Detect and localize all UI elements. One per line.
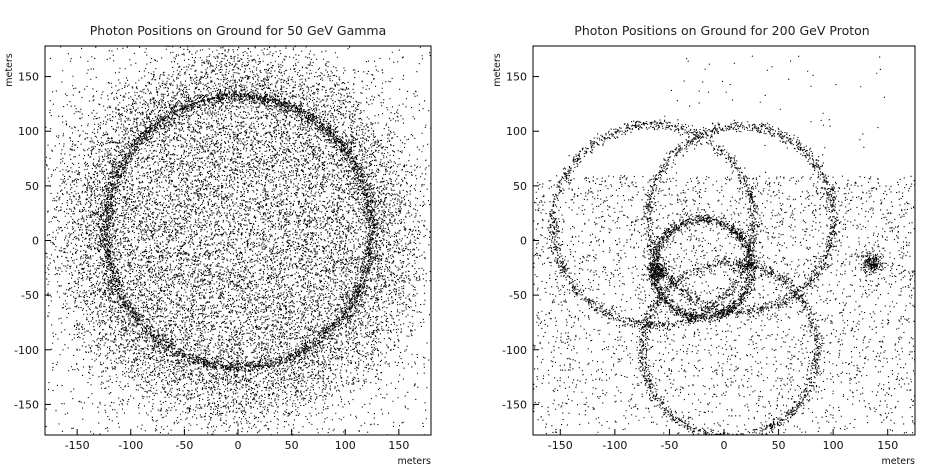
axis-ticks-proton: -150 -100 -50 0 50 100 150 -150 -100 -50 0 50 100 150: [502, 71, 898, 452]
y-tick-label: -100: [14, 344, 39, 357]
x-tick-label: 150: [877, 439, 898, 452]
plot-frame-proton: [532, 45, 916, 436]
x-tick-label: -100: [118, 439, 143, 452]
x-tick-label: 100: [335, 439, 356, 452]
x-tick-label: -50: [660, 439, 678, 452]
plot-area-proton: [533, 55, 915, 435]
scatter-points-proton: [533, 55, 915, 435]
x-tick-label: 100: [823, 439, 844, 452]
x-axis-label-gamma: meters: [397, 456, 431, 467]
y-tick-label: -150: [502, 398, 527, 411]
x-tick-label: -150: [548, 439, 573, 452]
x-tick-label: -100: [602, 439, 627, 452]
axis-ticks-gamma: -150 -100 -50 0 50 100 150 -150 -100 -50 0 50 100 150: [14, 71, 409, 452]
chart-title-proton: Photon Positions on Ground for 200 GeV P…: [574, 23, 869, 38]
x-tick-label: 0: [235, 439, 242, 452]
y-tick-label: -150: [14, 398, 39, 411]
y-tick-label: 100: [506, 125, 527, 138]
x-tick-label: -150: [65, 439, 90, 452]
x-tick-label: 0: [721, 439, 728, 452]
chart-title-gamma: Photon Positions on Ground for 50 GeV Ga…: [90, 23, 387, 38]
x-axis-label-proton: meters: [881, 456, 915, 467]
panel-proton: Photon Positions on Ground for 200 GeV P…: [492, 23, 916, 467]
scatter-points-path: [45, 46, 431, 435]
scatter-points-path: [533, 55, 915, 435]
y-tick-label: -50: [21, 289, 39, 302]
y-axis-label-proton: meters: [492, 53, 503, 87]
x-tick-label: 150: [388, 439, 409, 452]
y-tick-label: -100: [502, 344, 527, 357]
y-tick-label: 150: [506, 71, 527, 84]
scatter-points-gamma: [45, 46, 431, 435]
x-tick-label: -50: [175, 439, 193, 452]
y-axis-label-gamma: meters: [4, 53, 15, 87]
y-tick-label: 0: [520, 235, 527, 248]
y-tick-label: 0: [32, 235, 39, 248]
y-tick-label: 150: [18, 71, 39, 84]
x-tick-label: 50: [772, 439, 786, 452]
x-tick-label: 50: [285, 439, 299, 452]
panel-gamma: Photon Positions on Ground for 50 GeV Ga…: [4, 23, 432, 467]
plot-area-gamma: [45, 46, 431, 435]
y-tick-label: -50: [509, 289, 527, 302]
y-tick-label: 50: [25, 180, 39, 193]
y-tick-label: 100: [18, 125, 39, 138]
y-tick-label: 50: [513, 180, 527, 193]
